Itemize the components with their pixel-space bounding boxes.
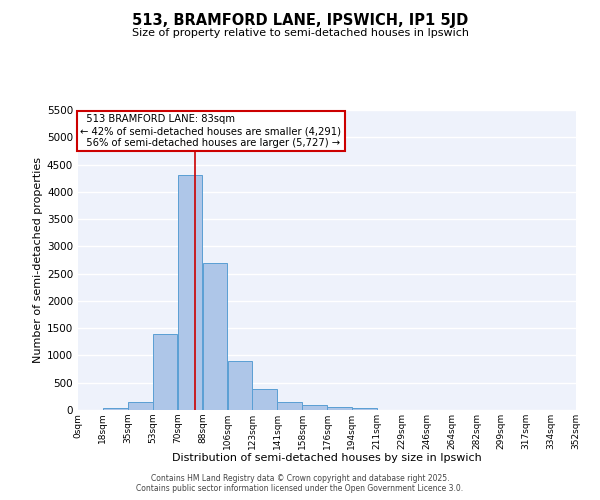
Bar (103, 408, 128, 410)
Bar (352, 408, 377, 410)
Bar (128, 402, 152, 410)
Bar (153, 334, 178, 410)
Bar (227, 361, 252, 410)
Bar (302, 404, 327, 410)
Text: Contains HM Land Registry data © Crown copyright and database right 2025.: Contains HM Land Registry data © Crown c… (151, 474, 449, 483)
Text: 513 BRAMFORD LANE: 83sqm
← 42% of semi-detached houses are smaller (4,291)
  56%: 513 BRAMFORD LANE: 83sqm ← 42% of semi-d… (80, 114, 341, 148)
Bar (327, 406, 352, 410)
Text: 513, BRAMFORD LANE, IPSWICH, IP1 5JD: 513, BRAMFORD LANE, IPSWICH, IP1 5JD (132, 12, 468, 28)
Text: Contains public sector information licensed under the Open Government Licence 3.: Contains public sector information licen… (136, 484, 464, 493)
Y-axis label: Number of semi-detached properties: Number of semi-detached properties (33, 157, 43, 363)
Bar (203, 262, 227, 410)
X-axis label: Distribution of semi-detached houses by size in Ipswich: Distribution of semi-detached houses by … (172, 454, 482, 464)
Bar (178, 176, 202, 410)
Text: Size of property relative to semi-detached houses in Ipswich: Size of property relative to semi-detach… (131, 28, 469, 38)
Bar (253, 390, 277, 410)
Bar (277, 402, 302, 410)
